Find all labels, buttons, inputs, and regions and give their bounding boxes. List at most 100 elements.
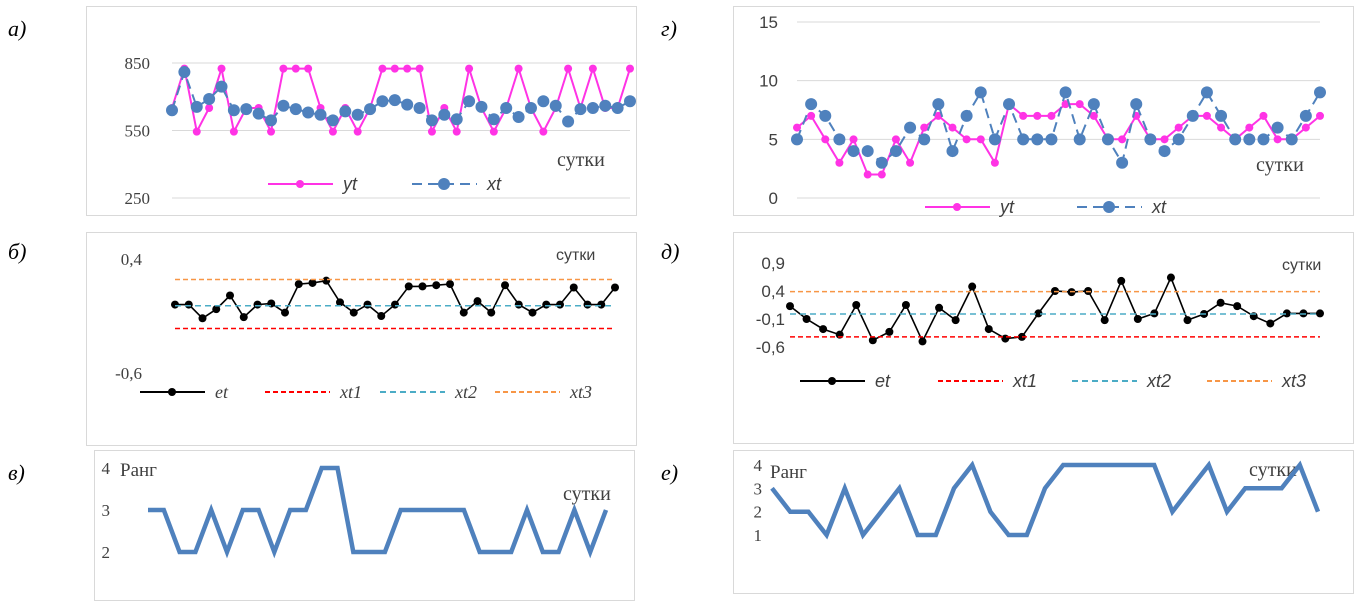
data-point-xt-a	[277, 99, 290, 112]
data-point-xt-g	[791, 133, 803, 146]
y-axis-label-e: Ранг	[770, 462, 807, 483]
data-point-et-d	[1266, 319, 1275, 328]
legend-marker-et-b	[168, 388, 176, 396]
data-point-yt-a	[427, 127, 436, 136]
y-tick-label-g: 10	[759, 72, 778, 91]
data-point-xt-a	[463, 95, 476, 108]
legend-marker-et-d	[828, 377, 836, 385]
data-point-et-b	[363, 300, 372, 309]
data-point-yt-g	[1118, 135, 1127, 144]
data-point-xt-g	[875, 156, 888, 169]
data-point-xt-a	[611, 102, 624, 114]
y-axis-label-v: Ранг	[120, 460, 157, 481]
data-point-et-d	[1166, 273, 1175, 282]
data-point-xt-g	[1116, 156, 1129, 169]
y-tick-label-a: 550	[125, 122, 151, 141]
data-point-et-b	[336, 298, 344, 307]
data-point-xt-a	[500, 102, 513, 114]
data-point-et-d	[786, 302, 794, 311]
data-point-xt-g	[861, 145, 874, 158]
data-point-xt-a	[265, 114, 278, 127]
data-point-yt-a	[564, 64, 573, 73]
y-tick-label-v: 4	[102, 459, 111, 478]
data-point-et-d	[1216, 298, 1225, 307]
data-point-yt-g	[1075, 100, 1084, 109]
data-point-xt-a	[549, 99, 562, 112]
data-point-yt-a	[452, 127, 461, 136]
y-tick-label-e: 3	[754, 479, 763, 498]
data-point-xt-a	[240, 103, 253, 116]
data-point-yt-g	[962, 135, 971, 144]
y-tick-label-b: 0,4	[121, 250, 143, 269]
data-point-xt-g	[889, 145, 902, 158]
legend-label-xt-a: xt	[486, 174, 502, 194]
data-point-yt-a	[626, 64, 634, 73]
data-point-et-d	[1233, 302, 1242, 311]
legend-label-et-d: et	[875, 371, 891, 391]
data-point-et-b	[308, 278, 317, 287]
chart-frame-b	[86, 232, 637, 446]
chart-frame-e	[733, 450, 1354, 594]
y-tick-label-g: 15	[759, 13, 778, 32]
data-point-yt-g	[891, 135, 900, 144]
y-tick-label-g: 0	[769, 189, 778, 208]
data-point-et-b	[322, 276, 331, 285]
legend-label-xt2-d: xt2	[1146, 371, 1171, 391]
data-point-xt-a	[388, 94, 401, 107]
x-axis-label-b: сутки	[556, 247, 595, 264]
data-point-yt-a	[378, 64, 387, 73]
data-point-xt-g	[1257, 133, 1270, 146]
data-point-et-b	[391, 300, 399, 309]
data-point-yt-g	[1259, 111, 1268, 120]
data-point-yt-a	[291, 64, 300, 73]
data-point-et-b	[569, 283, 578, 292]
data-point-et-d	[1117, 276, 1126, 285]
data-point-yt-a	[217, 64, 226, 73]
data-point-yt-g	[948, 123, 957, 132]
data-point-yt-a	[415, 64, 424, 73]
legend-label-yt-a: yt	[341, 174, 358, 194]
data-point-yt-g	[1316, 111, 1324, 120]
data-point-xt-g	[1045, 133, 1058, 146]
data-point-et-b	[239, 313, 248, 322]
data-point-et-d	[1034, 309, 1043, 318]
legend-marker-yt-g	[953, 203, 961, 211]
data-point-xt-a	[524, 102, 537, 114]
data-point-et-b	[294, 280, 303, 289]
series-line-xt-a	[171, 68, 631, 124]
data-point-xt-g	[1299, 109, 1312, 122]
data-point-yt-g	[1202, 111, 1211, 120]
legend-marker-xt-g	[1103, 201, 1115, 213]
data-point-yt-g	[976, 135, 985, 144]
data-point-xt-a	[624, 95, 636, 108]
data-point-et-b	[583, 300, 592, 309]
data-point-xt-a	[289, 103, 302, 116]
data-point-et-d	[1316, 309, 1324, 318]
data-point-xt-a	[413, 102, 426, 114]
panel-letter-g: г)	[661, 16, 677, 41]
data-point-xt-g	[946, 145, 959, 158]
legend-label-xt3-b: xt3	[569, 382, 592, 402]
data-point-et-d	[1183, 316, 1192, 325]
data-point-et-b	[487, 308, 496, 317]
series-line-rank-v	[148, 465, 609, 559]
data-point-yt-a	[353, 127, 362, 136]
data-point-xt-g	[805, 98, 818, 111]
data-point-yt-a	[465, 64, 474, 73]
data-point-xt-g	[1243, 133, 1256, 146]
data-point-xt-g	[1314, 86, 1326, 99]
data-point-et-d	[1133, 315, 1142, 323]
data-point-yt-a	[304, 64, 313, 73]
data-point-yt-a	[539, 127, 548, 136]
data-point-xt-g	[1087, 98, 1100, 111]
data-point-xt-g	[1285, 133, 1298, 146]
data-point-xt-a	[401, 98, 414, 111]
x-axis-label-d: сутки	[1282, 257, 1321, 274]
legend-label-xt3-d: xt3	[1281, 371, 1306, 391]
data-point-xt-a	[351, 108, 364, 121]
data-point-et-d	[968, 282, 977, 291]
data-point-xt-g	[1215, 109, 1228, 122]
data-point-xt-g	[1229, 133, 1242, 146]
data-point-xt-a	[574, 103, 587, 116]
data-point-xt-a	[302, 106, 315, 119]
